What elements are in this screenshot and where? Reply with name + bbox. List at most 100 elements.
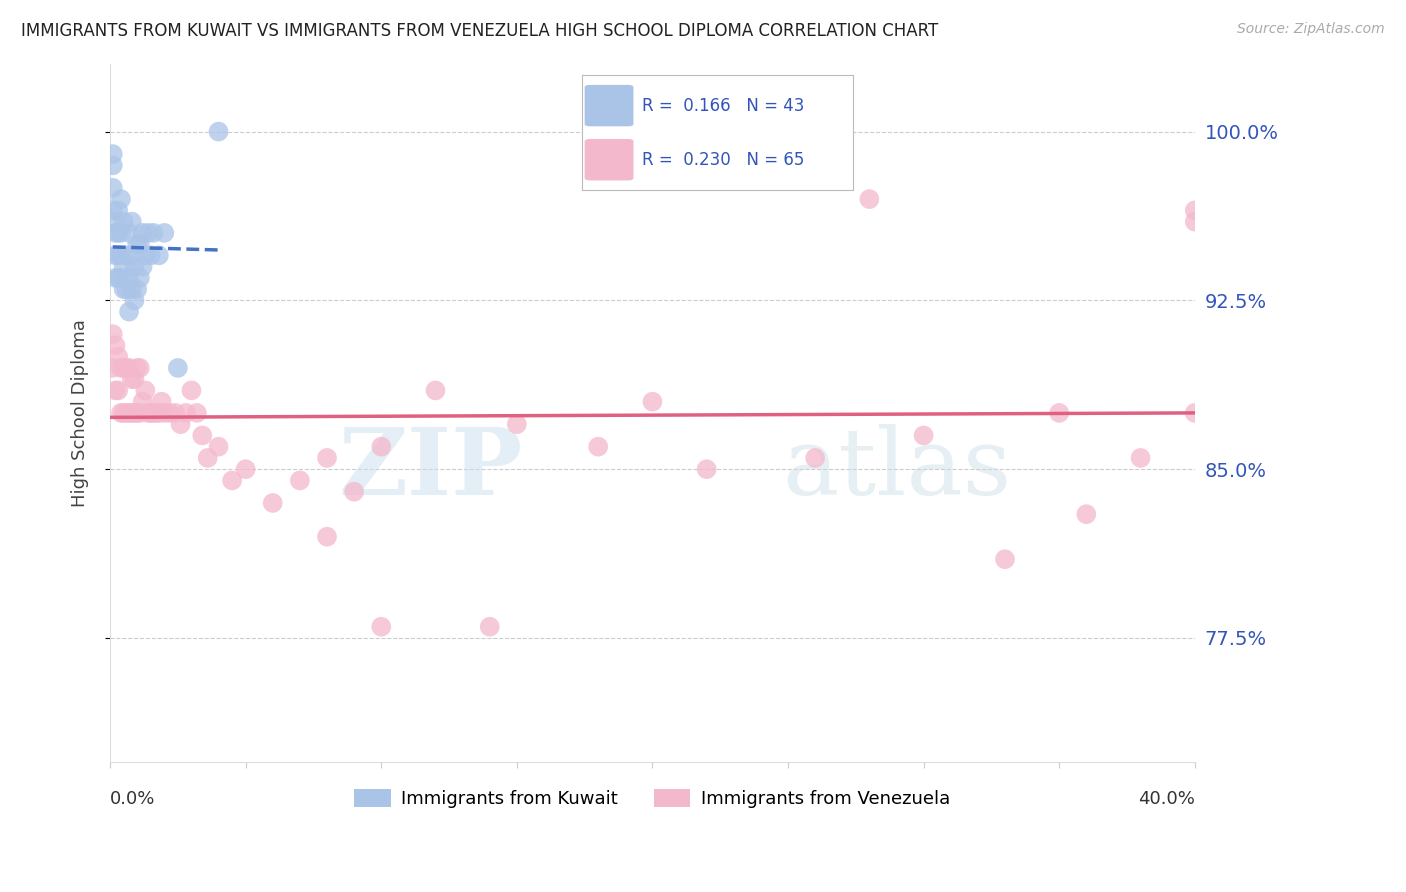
Point: [316, 530, 339, 544]
Point: [169, 417, 191, 432]
Point: [150, 394, 173, 409]
Point: [118, 360, 141, 375]
Point: [207, 440, 229, 454]
Point: [139, 248, 162, 262]
Point: [148, 248, 170, 262]
Point: [186, 406, 208, 420]
Point: [129, 237, 152, 252]
Point: [118, 226, 141, 240]
Point: [127, 406, 149, 420]
Point: [129, 360, 152, 375]
Point: [118, 406, 141, 420]
Point: [131, 260, 153, 274]
Point: [134, 384, 156, 398]
Point: [912, 428, 935, 442]
Point: [127, 282, 149, 296]
Point: [110, 192, 132, 206]
Point: [112, 260, 135, 274]
Point: [153, 226, 176, 240]
Point: [110, 226, 132, 240]
Point: [148, 406, 170, 420]
Point: [1047, 406, 1070, 420]
Point: [804, 450, 827, 465]
Point: [118, 271, 141, 285]
Point: [115, 406, 138, 420]
Point: [191, 428, 214, 442]
Point: [167, 360, 190, 375]
Point: [131, 394, 153, 409]
Point: [180, 384, 202, 398]
Point: [1076, 507, 1098, 521]
Point: [316, 450, 339, 465]
Point: [121, 248, 143, 262]
Point: [136, 226, 159, 240]
Point: [115, 282, 138, 296]
Point: [110, 360, 132, 375]
Point: [262, 496, 284, 510]
Point: [101, 203, 124, 218]
Point: [115, 248, 138, 262]
Point: [1184, 203, 1206, 218]
Point: [104, 384, 127, 398]
Legend: Immigrants from Kuwait, Immigrants from Venezuela: Immigrants from Kuwait, Immigrants from …: [347, 781, 957, 815]
Point: [159, 406, 181, 420]
Point: [197, 450, 219, 465]
Point: [1184, 214, 1206, 228]
Point: [1129, 450, 1152, 465]
Point: [153, 406, 176, 420]
Point: [221, 474, 243, 488]
Y-axis label: High School Diploma: High School Diploma: [72, 319, 89, 507]
Text: IMMIGRANTS FROM KUWAIT VS IMMIGRANTS FROM VENEZUELA HIGH SCHOOL DIPLOMA CORRELAT: IMMIGRANTS FROM KUWAIT VS IMMIGRANTS FRO…: [21, 22, 938, 40]
Point: [288, 474, 311, 488]
Point: [129, 406, 152, 420]
Point: [207, 125, 229, 139]
Point: [124, 372, 146, 386]
Point: [121, 406, 143, 420]
Point: [343, 484, 366, 499]
Point: [139, 406, 162, 420]
Point: [129, 271, 152, 285]
Point: [696, 462, 718, 476]
Point: [131, 226, 153, 240]
Point: [121, 282, 143, 296]
Point: [506, 417, 529, 432]
Point: [110, 248, 132, 262]
Point: [107, 350, 129, 364]
Point: [101, 181, 124, 195]
Point: [112, 360, 135, 375]
Point: [124, 260, 146, 274]
Point: [112, 214, 135, 228]
Point: [127, 360, 149, 375]
Point: [104, 338, 127, 352]
Point: [101, 327, 124, 342]
Point: [425, 384, 447, 398]
Point: [104, 248, 127, 262]
Point: [641, 394, 664, 409]
Point: [145, 406, 167, 420]
Point: [101, 147, 124, 161]
Point: [174, 406, 197, 420]
Point: [101, 360, 124, 375]
Point: [142, 406, 165, 420]
Point: [107, 271, 129, 285]
Point: [115, 360, 138, 375]
Point: [370, 440, 392, 454]
Point: [858, 192, 880, 206]
Point: [121, 372, 143, 386]
Point: [104, 226, 127, 240]
Point: [110, 271, 132, 285]
Point: [478, 620, 501, 634]
Point: [101, 158, 124, 172]
Point: [112, 406, 135, 420]
Point: [110, 406, 132, 420]
Text: atlas: atlas: [783, 424, 1012, 514]
Text: 40.0%: 40.0%: [1137, 789, 1195, 807]
Point: [994, 552, 1017, 566]
Point: [107, 203, 129, 218]
Point: [165, 406, 187, 420]
Text: ZIP: ZIP: [337, 424, 522, 514]
Point: [107, 226, 129, 240]
Text: Source: ZipAtlas.com: Source: ZipAtlas.com: [1237, 22, 1385, 37]
Point: [370, 620, 392, 634]
Point: [121, 214, 143, 228]
